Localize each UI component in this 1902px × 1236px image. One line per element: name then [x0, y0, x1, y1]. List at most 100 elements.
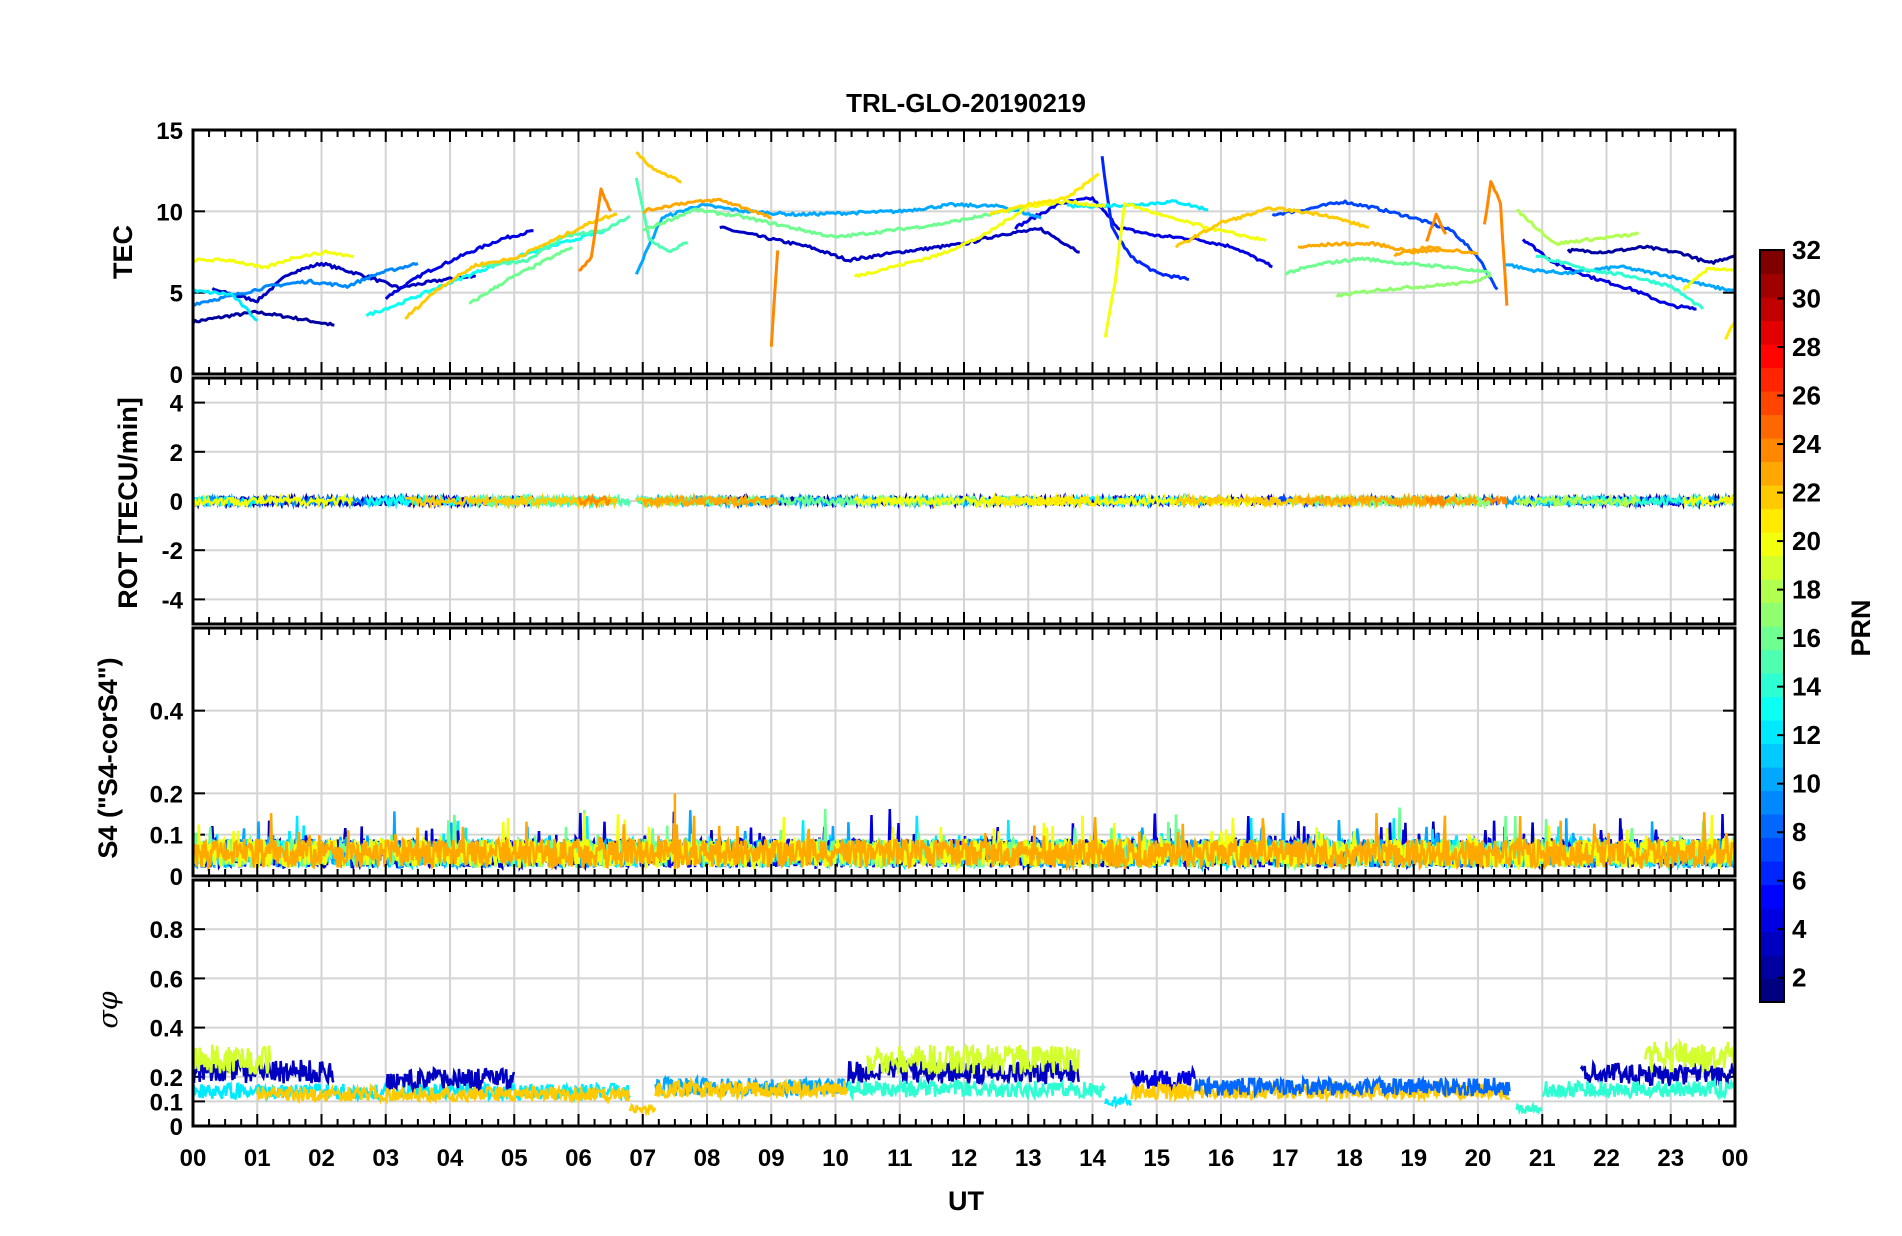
tec-series-prn-18: [1516, 208, 1640, 246]
colorbar-swatch: [1760, 438, 1784, 463]
panel-sigma-phi: 00.10.2 0.4 0.6 0.8: [150, 878, 1737, 1141]
y-tick-label: 0.2: [150, 1065, 183, 1092]
x-tick-label: 17: [1272, 1145, 1299, 1172]
tec-series-prn-24: [578, 187, 612, 272]
y-tick-label: 10: [156, 199, 183, 226]
y-tick-label: -4: [162, 587, 184, 614]
colorbar-swatch: [1760, 461, 1784, 486]
y-axis-label-rot: ROT [TECU/min]: [113, 397, 143, 608]
colorbar-swatch: [1760, 837, 1784, 862]
tec-series-prn-22: [635, 151, 682, 184]
tec-series-prn-7: [1271, 199, 1499, 291]
tec-series-prn-21: [1724, 321, 1735, 340]
sigma-series-prn-19: [866, 1043, 1080, 1075]
y-tick-label: 0.1: [150, 823, 183, 850]
colorbar-tick-label: 20: [1792, 526, 1821, 556]
tec-series-prn-13: [365, 229, 606, 318]
colorbar-tick-label: 16: [1792, 623, 1821, 653]
colorbar-swatch: [1760, 978, 1784, 1003]
x-tick-label: 00: [180, 1145, 207, 1172]
x-tick-label: 15: [1143, 1145, 1170, 1172]
panel-frame: [191, 626, 1737, 878]
x-axis-label: UT: [948, 1186, 984, 1216]
tec-series-prn-10: [634, 201, 1042, 275]
sigma-series-prn-3: [385, 1065, 516, 1094]
panel-frame: [191, 128, 1737, 376]
colorbar-swatch: [1760, 931, 1784, 956]
sigma-series-prn-22: [654, 1076, 849, 1102]
y-tick-label: 0.6: [150, 966, 183, 993]
colorbar-swatch: [1760, 673, 1784, 698]
tec-series-prn-9: [193, 262, 419, 307]
colorbar-swatch: [1760, 273, 1784, 298]
tec-series-prn-16: [1284, 256, 1492, 276]
y-tick-label: 0: [170, 1114, 183, 1141]
x-tick-label: 13: [1015, 1145, 1042, 1172]
colorbar-tick-label: 28: [1792, 332, 1821, 362]
colorbar-swatch: [1760, 579, 1784, 604]
colorbar-swatch: [1760, 508, 1784, 533]
rot-series-prn-24: [1425, 494, 1447, 510]
y-axis-label-s4: S4 ("S4-corS4"): [93, 657, 123, 858]
x-tick-labels: 00 01 02 03 04 05 06 07 08 09 10 11 12 13 14 15 16 17 18 19…: [180, 1145, 1749, 1172]
panel-s4: 0 0.1 0.2 0.4: [150, 626, 1737, 891]
colorbar-tick-label: 30: [1792, 284, 1821, 314]
x-tick-label: 01: [244, 1145, 271, 1172]
tec-series-prn-21: [989, 172, 1100, 216]
rot-series-prn-24: [1484, 494, 1508, 506]
colorbar-swatch: [1760, 485, 1784, 510]
sigma-series-prn-3: [1579, 1059, 1735, 1087]
colorbar-swatch: [1760, 414, 1784, 439]
colorbar-swatch: [1760, 297, 1784, 322]
panel-rot: -4 -2 0 2 4: [162, 376, 1737, 626]
colorbar-tick-label: 14: [1792, 672, 1821, 702]
colorbar-tick-label: 8: [1792, 817, 1806, 847]
y-axis-label-sigma-phi: σφ: [93, 991, 124, 1028]
x-tick-label: 05: [501, 1145, 528, 1172]
colorbar-tick-label: 6: [1792, 866, 1806, 896]
y-tick-label: 0.2: [150, 781, 183, 808]
y-tick-label: 2: [170, 440, 183, 467]
tec-series-prn-23: [642, 197, 772, 220]
tec-series-prn-20: [1682, 266, 1735, 292]
y-tick-label: 4: [170, 391, 184, 418]
tec-series-prn-4: [384, 229, 534, 300]
colorbar-tick-label: 32: [1792, 235, 1821, 265]
tec-series-prn-6: [1100, 156, 1190, 282]
colorbar-swatch: [1760, 720, 1784, 745]
x-tick-label: 19: [1400, 1145, 1427, 1172]
colorbar-tick-label: 12: [1792, 720, 1821, 750]
x-tick-label: 21: [1529, 1145, 1556, 1172]
panel-frame: [191, 878, 1737, 1128]
rot-series-prn-24: [577, 492, 611, 509]
tec-series-prn-16: [468, 245, 574, 305]
tec-series-prn-2: [1566, 244, 1735, 265]
colorbar-swatch: [1760, 908, 1784, 933]
colorbar-swatch: [1760, 955, 1784, 980]
tec-series-prn-24: [1482, 180, 1509, 306]
y-tick-label: 0: [170, 362, 183, 389]
x-tick-label: 08: [694, 1145, 721, 1172]
colorbar-swatch: [1760, 743, 1784, 768]
rot-series-prn-21: [989, 492, 1101, 510]
y-tick-label: 0: [170, 864, 183, 891]
rot-series-prn-23: [641, 492, 773, 510]
x-tick-label: 14: [1079, 1145, 1106, 1172]
tec-series-prn-14: [1535, 254, 1705, 310]
sigma-series-prn-22: [256, 1082, 630, 1106]
s4-series-prn-23: [193, 812, 1735, 873]
colorbar-swatch: [1760, 649, 1784, 674]
colorbar-tick-label: 24: [1792, 429, 1821, 459]
x-tick-label: 18: [1336, 1145, 1363, 1172]
colorbar-label: PRN: [1846, 599, 1876, 656]
tec-series-prn-20: [193, 249, 355, 270]
colorbar-swatch: [1760, 884, 1784, 909]
chart-title: TRL-GLO-20190219: [846, 88, 1086, 118]
rot-series-prn-18: [1515, 493, 1640, 509]
sigma-series-prn-14: [1541, 1075, 1735, 1101]
sigma-series-prn-4: [1129, 1064, 1196, 1092]
tec-series-prn-4: [1014, 196, 1273, 269]
colorbar-tick-label: 10: [1792, 769, 1821, 799]
